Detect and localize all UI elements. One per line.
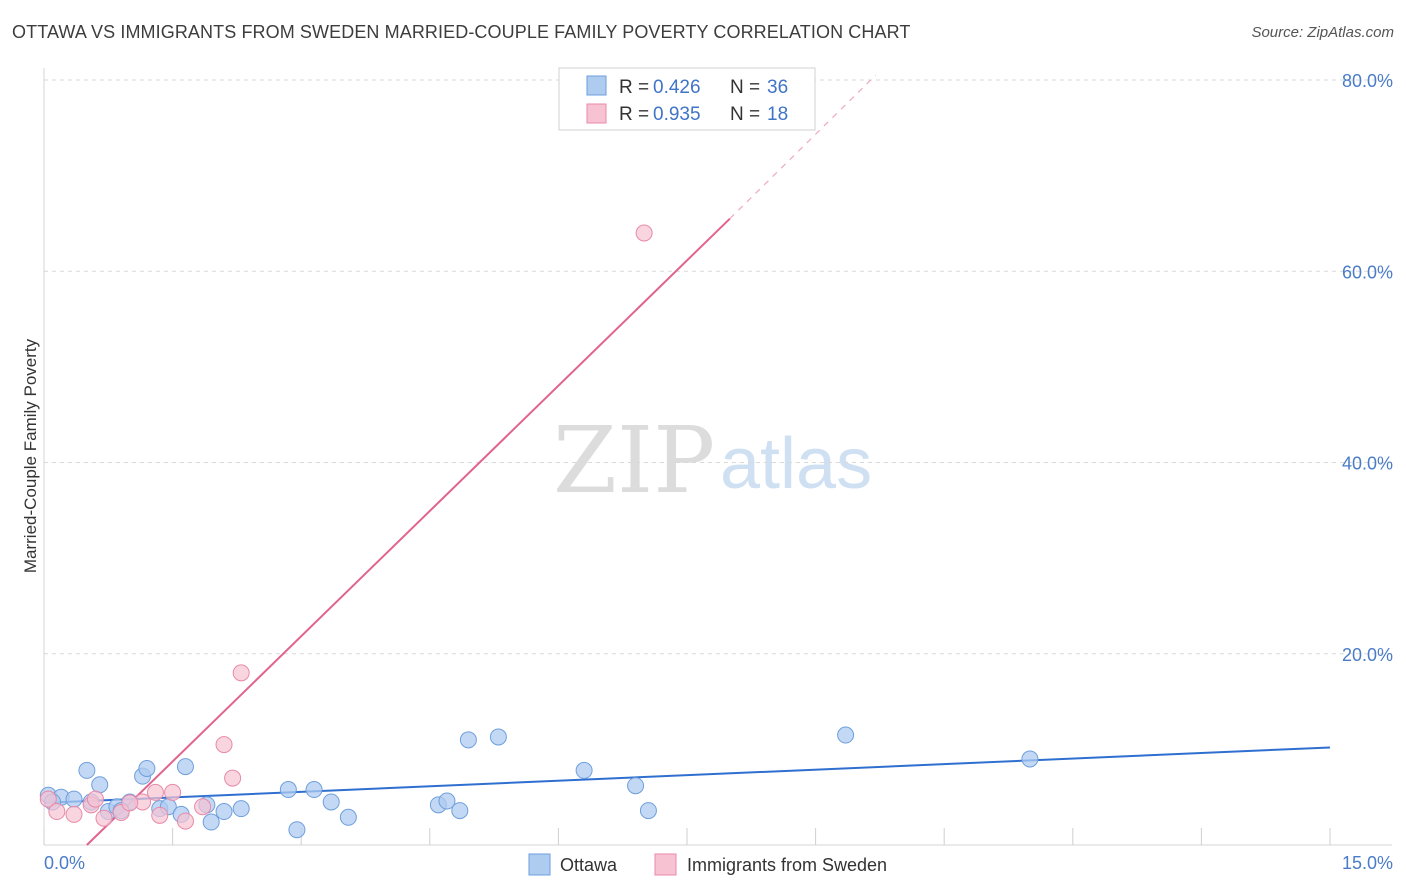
trend-line-ottawa [43,746,1331,804]
point-ottawa [627,777,645,795]
bottom-legend-swatch-ottawa [528,853,551,876]
legend-n-label-sweden: N = [730,104,760,125]
y-tick-label: 60.0% [1342,262,1393,282]
point-ottawa [279,781,297,799]
point-ottawa [459,731,477,749]
source-label: Source: ZipAtlas.com [1251,24,1394,41]
point-ottawa [575,761,593,779]
point-sweden [146,783,164,801]
bottom-legend-sweden: Immigrants from Sweden [687,855,887,875]
point-sweden [635,224,653,242]
point-ottawa [138,760,156,777]
data-points [39,224,1039,839]
bottom-legend: Ottawa Immigrants from Sweden [528,853,887,876]
point-ottawa [288,821,306,839]
point-ottawa [91,776,109,794]
legend-n-value-sweden: 18 [767,104,788,125]
trend-lines [43,74,1331,846]
point-ottawa [1021,750,1039,768]
y-axis-label: Married-Couple Family Poverty [21,338,40,573]
point-ottawa [202,813,220,831]
point-ottawa [639,802,657,820]
legend-r-label-sweden: R = [619,104,649,125]
point-sweden [121,794,139,812]
y-tick-label: 20.0% [1342,645,1393,665]
trend-line-sweden-extrapolated [729,74,877,220]
point-ottawa [78,761,96,779]
legend-n-value-ottawa: 36 [767,77,788,98]
point-ottawa [215,803,233,821]
point-sweden [224,769,242,787]
legend-n-label-ottawa: N = [730,77,760,98]
x-tick-label-min: 0.0% [44,853,85,873]
y-tick-label: 80.0% [1342,71,1393,91]
point-sweden [215,736,233,754]
point-ottawa [232,800,250,818]
axes: 20.0% 40.0% 60.0% 80.0% [43,68,1393,846]
legend-r-value-sweden: 0.935 [653,104,701,125]
point-ottawa [489,728,507,746]
point-sweden [48,803,66,821]
point-sweden [95,809,113,827]
point-ottawa [837,726,855,744]
bottom-legend-swatch-sweden [654,853,677,876]
chart-title: OTTAWA VS IMMIGRANTS FROM SWEDEN MARRIED… [12,22,911,42]
point-sweden [151,806,169,824]
legend-r-label-ottawa: R = [619,77,649,98]
point-ottawa [305,781,323,799]
point-sweden [194,798,212,816]
watermark-atlas: atlas [720,424,872,504]
point-ottawa [322,793,340,811]
point-sweden [176,812,194,830]
point-ottawa [65,790,83,808]
point-sweden [39,790,57,808]
point-sweden [232,664,250,682]
point-ottawa [451,802,469,820]
x-tick-label-max: 15.0% [1342,853,1393,873]
point-sweden [86,790,104,808]
watermark-zip: ZIP [553,407,715,514]
legend-r-value-ottawa: 0.426 [653,77,701,98]
point-ottawa [176,758,194,776]
legend-swatch-ottawa [586,75,607,96]
point-ottawa [339,808,357,826]
point-sweden [164,783,182,801]
point-ottawa [438,792,456,810]
legend: R = 0.426 N = 36 R = 0.935 N = 18 [558,67,816,131]
y-tick-label: 40.0% [1342,454,1393,474]
trend-line-sweden [86,217,731,846]
grid [44,79,1392,655]
bottom-legend-ottawa: Ottawa [560,855,618,875]
point-sweden [65,805,83,823]
legend-swatch-sweden [586,103,607,124]
